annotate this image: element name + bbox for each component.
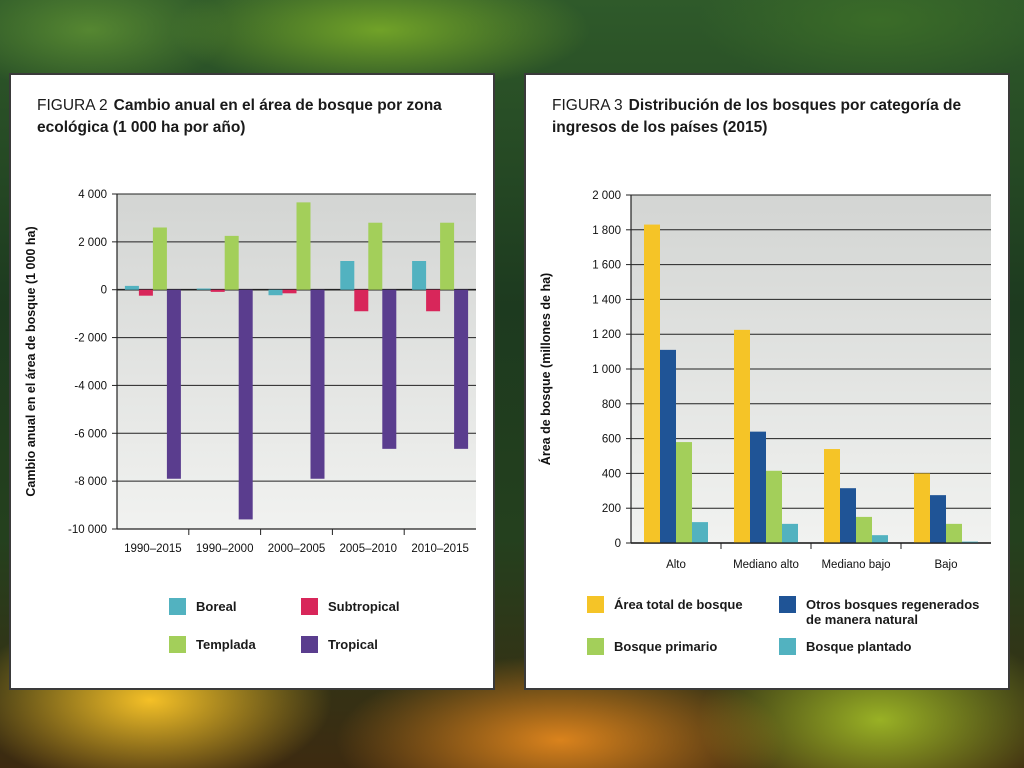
y-tick-label: 800 [602, 399, 621, 411]
legend-swatch-otros-bosques-regenerados-de-manera-natural [779, 596, 796, 613]
figure-3-chart: 0 200 400 600 800 1 000 1 200 1 400 1 600 1 800 2 … [538, 190, 991, 571]
bar-templada [224, 235, 239, 290]
bar-subtropical [354, 289, 369, 312]
legend-label-tropical: Tropical [328, 637, 378, 652]
legend-label-bosque-plantado: Bosque plantado [806, 639, 912, 654]
y-tick-label: -2 000 [74, 333, 107, 345]
figure-3-title-text: Distribución de los bosques por categorí… [552, 97, 962, 136]
legend-label-area-total-de-bosque: Área total de bosque [614, 597, 743, 612]
y-tick-label: 1 800 [592, 225, 621, 237]
x-tick-label: 2010–2015 [411, 543, 469, 555]
y-tick-label: 200 [602, 503, 621, 515]
bar-otros-bosques-regenerados-de-manera-natural [840, 488, 856, 543]
figure-2-panel: FIGURA 2 Cambio anual en el área de bosqu… [9, 73, 495, 690]
y-tick-label: -6 000 [74, 428, 107, 440]
bar-templada [296, 202, 311, 290]
y-tick-label: -4 000 [74, 380, 107, 392]
legend-swatch-subtropical [301, 598, 318, 615]
bar-otros-bosques-regenerados-de-manera-natural [930, 495, 946, 543]
y-tick-label: 600 [602, 434, 621, 446]
bar-area-total-de-bosque [824, 449, 840, 543]
bar-templada [440, 222, 455, 290]
legend-swatch-templada [169, 636, 186, 653]
figure-3-number: FIGURA 3 [552, 97, 623, 114]
bar-bosque-plantado [962, 541, 978, 543]
bar-bosque-plantado [872, 535, 888, 543]
bar-subtropical [282, 289, 297, 294]
y-tick-label: 1 600 [592, 260, 621, 272]
y-tick-label: 1 200 [592, 329, 621, 341]
figure-3-panel: FIGURA 3 Distribución de los bosques por … [524, 73, 1010, 690]
bar-otros-bosques-regenerados-de-manera-natural [750, 431, 766, 543]
bar-bosque-plantado [692, 522, 708, 543]
x-tick-label: Mediano alto [733, 559, 799, 571]
legend-swatch-area-total-de-bosque [587, 596, 604, 613]
y-tick-label: 1 000 [592, 364, 621, 376]
legend-label-subtropical: Subtropical [328, 599, 400, 614]
bar-boreal [412, 261, 427, 290]
legend-swatch-bosque-primario [587, 638, 604, 655]
y-tick-label: -8 000 [74, 476, 107, 488]
y-axis-title: Área de bosque (millones de ha) [538, 273, 553, 465]
y-axis-title: Cambio anual en el área de bosque (1 000… [24, 226, 38, 496]
x-tick-label: 2000–2005 [268, 543, 326, 555]
y-tick-label: 4 000 [78, 189, 107, 201]
x-tick-label: 2005–2010 [340, 543, 398, 555]
legend-swatch-boreal [169, 598, 186, 615]
figure-3-title: FIGURA 3 Distribución de los bosques por … [552, 95, 992, 139]
bar-boreal [124, 285, 139, 290]
legend-label-otros-bosques-regenerados-de-manera-natural: Otros bosques regenerados de manera natu… [806, 597, 980, 627]
bar-templada [152, 227, 167, 290]
bar-area-total-de-bosque [644, 224, 660, 543]
legend-label-boreal: Boreal [196, 599, 237, 614]
bar-tropical [310, 289, 325, 479]
y-tick-label: 0 [101, 285, 107, 297]
bar-bosque-primario [856, 516, 872, 543]
bar-boreal [196, 288, 211, 290]
bar-subtropical [426, 289, 441, 312]
bar-bosque-plantado [782, 523, 798, 543]
bar-tropical [382, 289, 397, 449]
legend-label-bosque-primario: Bosque primario [614, 639, 718, 654]
x-tick-label: Bajo [934, 559, 957, 571]
bar-templada [368, 222, 383, 290]
x-tick-label: 1990–2015 [124, 543, 182, 555]
legend-swatch-bosque-plantado [779, 638, 796, 655]
bar-boreal [268, 289, 283, 296]
legend-label-templada: Templada [196, 637, 256, 652]
y-tick-label: 2 000 [78, 237, 107, 249]
bar-subtropical [210, 289, 225, 292]
y-tick-label: 1 400 [592, 294, 621, 306]
figure-2-title: FIGURA 2 Cambio anual en el área de bosqu… [37, 95, 477, 139]
bar-tropical [238, 289, 253, 520]
bar-bosque-primario [766, 470, 782, 543]
bar-otros-bosques-regenerados-de-manera-natural [660, 349, 676, 543]
y-tick-label: -10 000 [68, 524, 107, 536]
figure-2-number: FIGURA 2 [37, 97, 108, 114]
bar-tropical [454, 289, 469, 449]
x-tick-label: Mediano bajo [821, 559, 890, 571]
bar-tropical [166, 289, 181, 479]
figure-2-chart: 4 000 2 000 0 -2 000 -4 000 -6 000 -8 000 -10 0… [24, 189, 476, 555]
bar-area-total-de-bosque [914, 473, 930, 543]
bar-area-total-de-bosque [734, 329, 750, 543]
bar-bosque-primario [946, 523, 962, 543]
bar-boreal [340, 261, 355, 290]
x-tick-label: Alto [666, 559, 686, 571]
x-tick-label: 1990–2000 [196, 543, 254, 555]
y-tick-label: 400 [602, 468, 621, 480]
y-tick-label: 0 [615, 538, 621, 550]
legend-swatch-tropical [301, 636, 318, 653]
bar-bosque-primario [676, 442, 692, 543]
figure-2-title-text: Cambio anual en el área de bosque por zo… [37, 97, 442, 136]
y-tick-label: 2 000 [592, 190, 621, 202]
bar-subtropical [138, 289, 153, 296]
